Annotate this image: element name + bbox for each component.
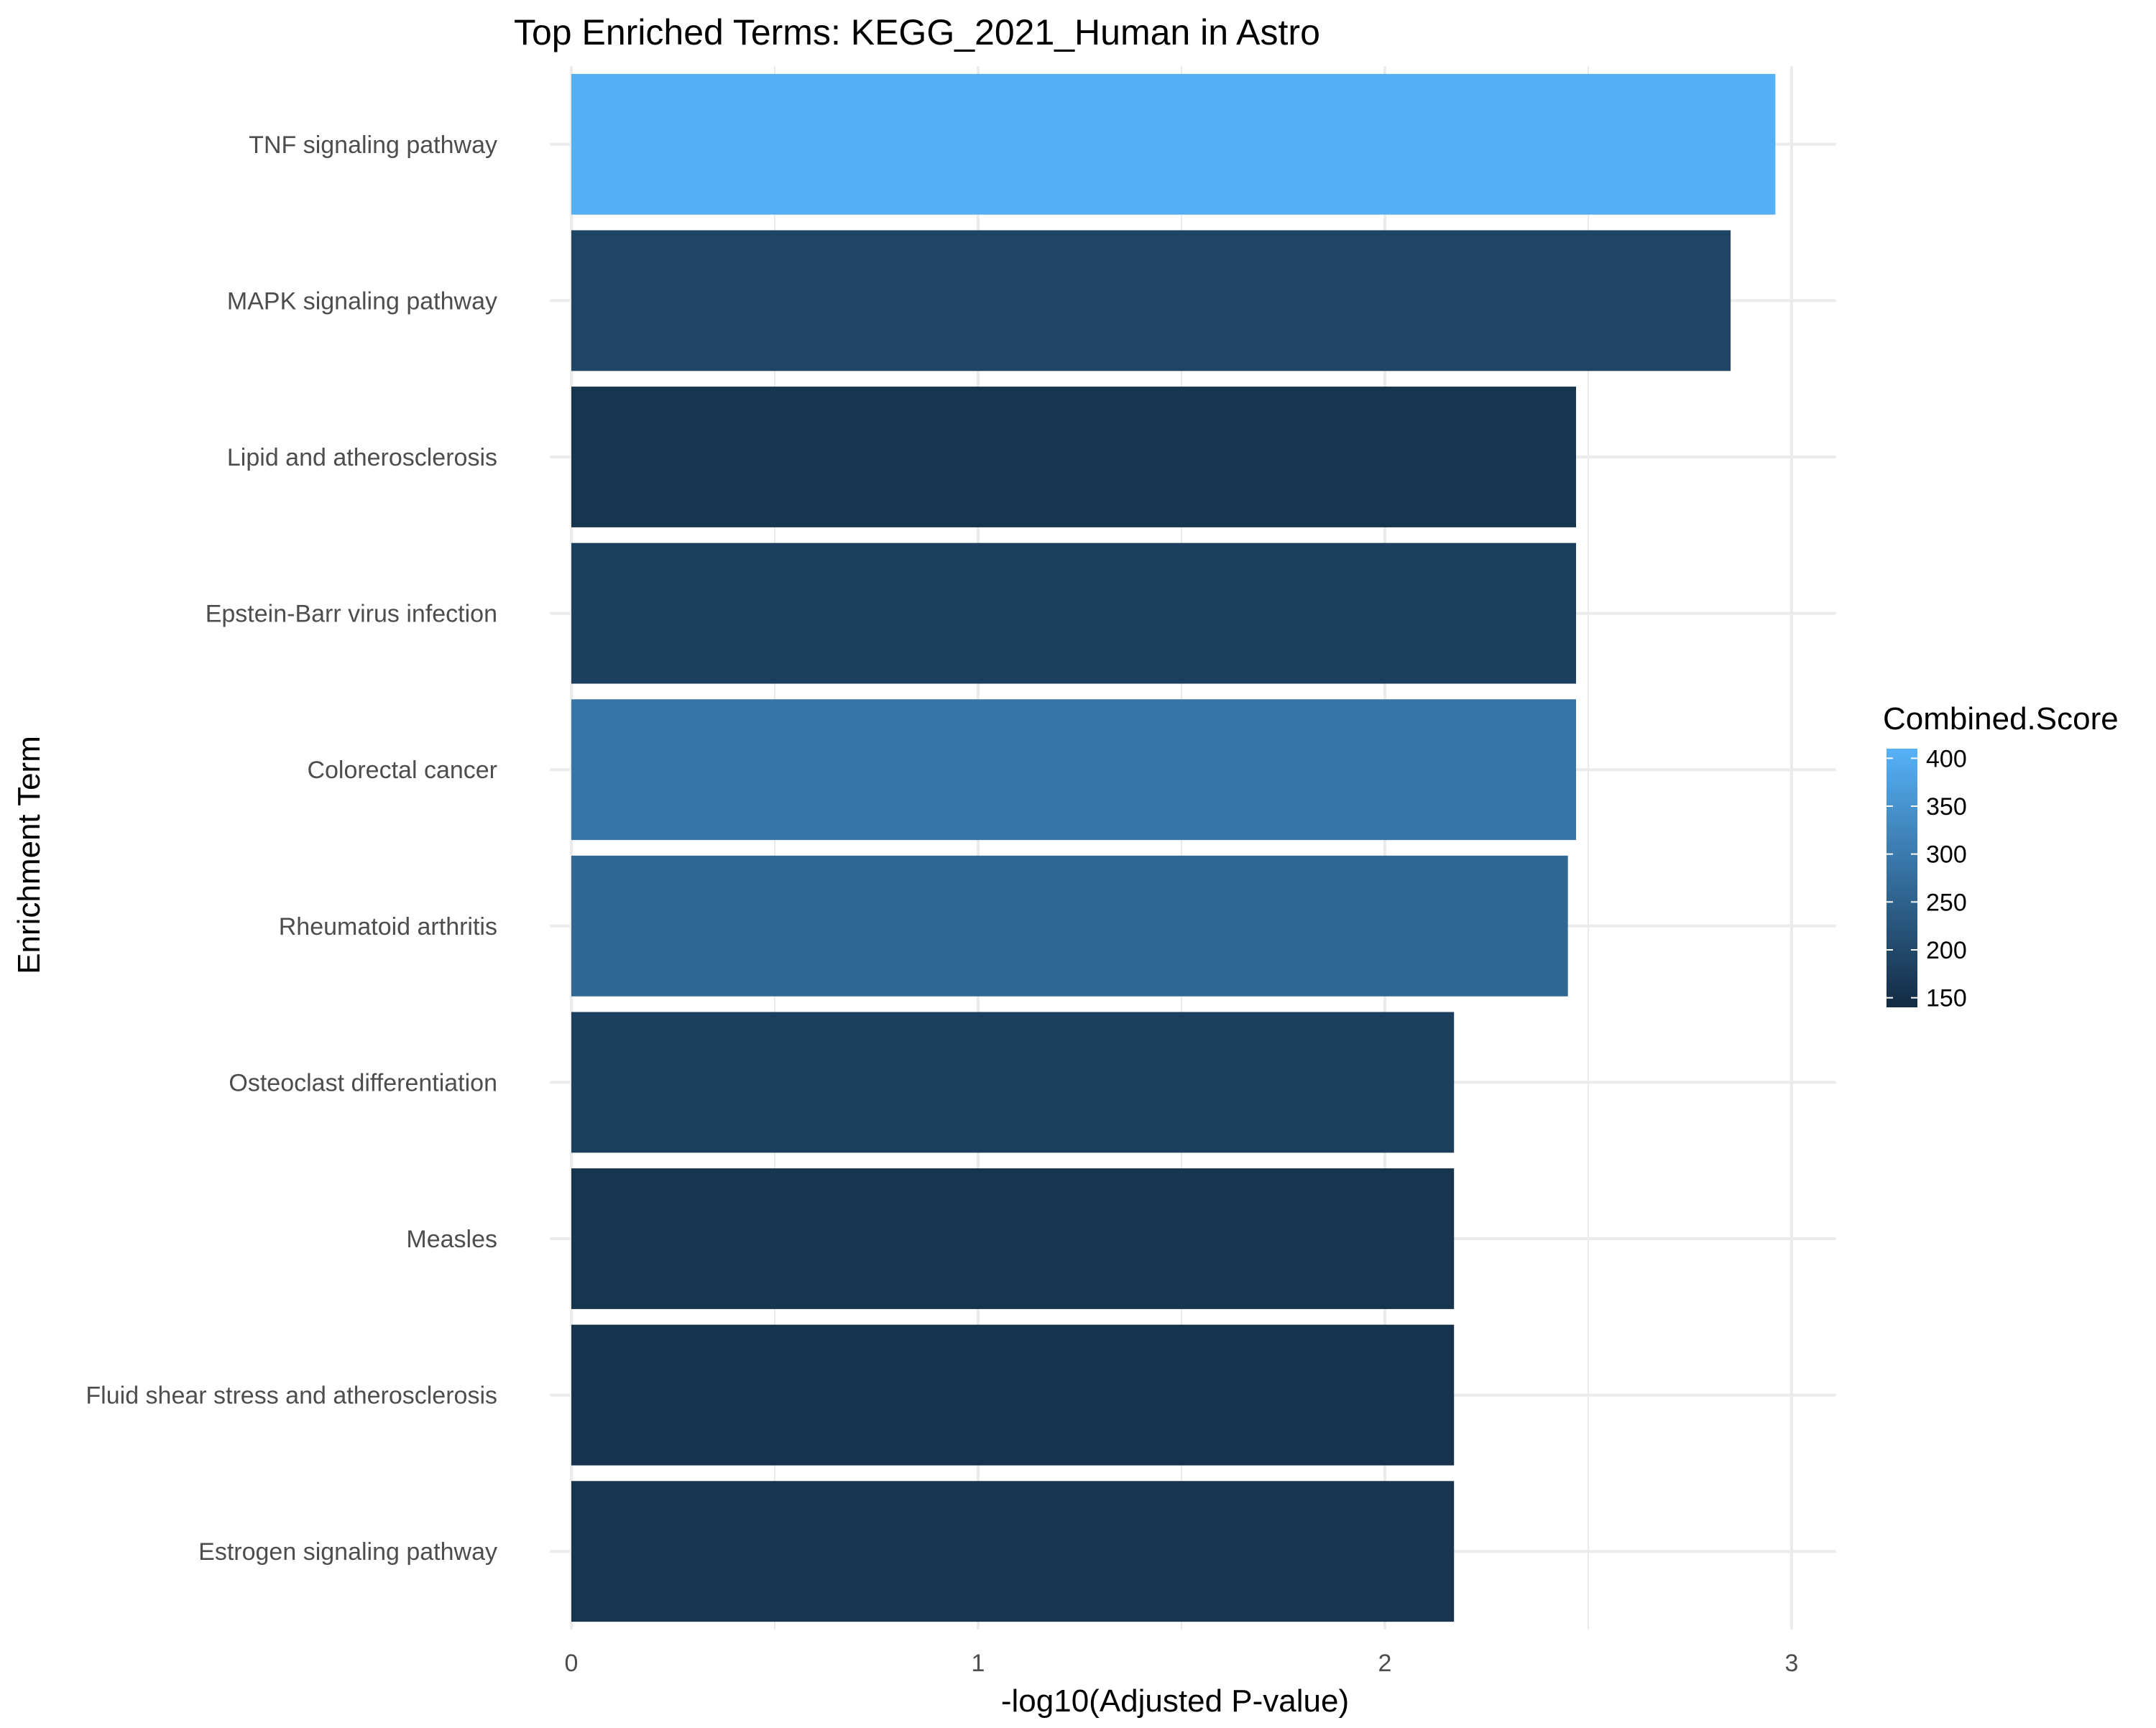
category-labels: TNF signaling pathway MAPK signaling path… (86, 131, 497, 1566)
category-label: MAPK signaling pathway (227, 287, 497, 315)
category-label: Fluid shear stress and atherosclerosis (86, 1382, 497, 1410)
bar (571, 73, 1776, 215)
legend-title: Combined.Score (1883, 701, 2119, 736)
bar (571, 1324, 1455, 1466)
category-label: Measles (406, 1226, 497, 1253)
bar (571, 1012, 1455, 1153)
legend-tick-label: 150 (1926, 985, 1967, 1012)
x-tick-label: 0 (565, 1650, 579, 1677)
legend-tick-label: 250 (1926, 889, 1967, 916)
x-tick-label: 3 (1785, 1650, 1799, 1677)
legend-tick-label: 300 (1926, 841, 1967, 869)
category-label: TNF signaling pathway (249, 131, 497, 159)
bar (571, 387, 1577, 527)
legend-ticks: 150 200 250 300 350 400 (1886, 745, 1967, 1012)
color-legend: Combined.Score 150 200 250 300 350 400 (1883, 701, 2119, 1012)
legend-tick-label: 400 (1926, 745, 1967, 772)
category-label: Osteoclast differentiation (229, 1069, 497, 1096)
chart-title: Top Enriched Terms: KEGG_2021_Human in A… (514, 12, 1320, 52)
x-tick-label: 2 (1378, 1650, 1392, 1677)
category-label: Rheumatoid arthritis (279, 913, 497, 941)
legend-tick-label: 200 (1926, 937, 1967, 964)
bar (571, 230, 1731, 371)
bar (571, 1481, 1455, 1622)
bar (571, 699, 1577, 841)
x-tick-labels: 0 1 2 3 (565, 1650, 1799, 1677)
legend-tick-label: 350 (1926, 793, 1967, 821)
x-tick-label: 1 (972, 1650, 985, 1677)
bar (571, 1168, 1455, 1309)
bars (571, 73, 1776, 1622)
x-axis-title: -log10(Adjusted P-value) (1001, 1683, 1349, 1719)
category-label: Colorectal cancer (307, 757, 497, 784)
bar (571, 542, 1577, 684)
category-label: Epstein-Barr virus infection (206, 601, 497, 628)
bar (571, 855, 1568, 997)
category-label: Estrogen signaling pathway (198, 1538, 497, 1566)
legend-colorbar (1886, 749, 1917, 1007)
y-axis-title: Enrichment Term (11, 736, 47, 974)
category-label: Lipid and atherosclerosis (227, 444, 497, 471)
